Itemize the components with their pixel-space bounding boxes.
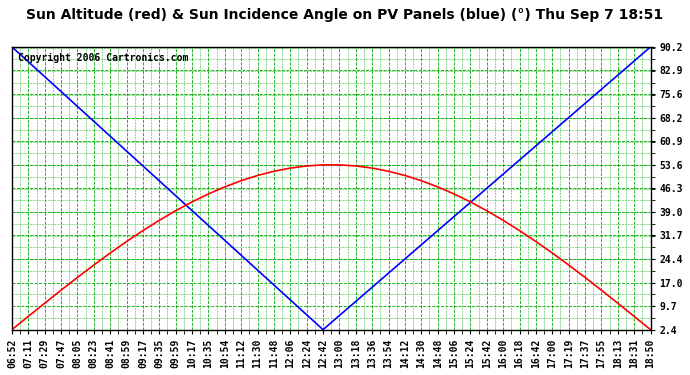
- Text: Copyright 2006 Cartronics.com: Copyright 2006 Cartronics.com: [19, 53, 188, 63]
- Text: Sun Altitude (red) & Sun Incidence Angle on PV Panels (blue) (°) Thu Sep 7 18:51: Sun Altitude (red) & Sun Incidence Angle…: [26, 8, 664, 21]
